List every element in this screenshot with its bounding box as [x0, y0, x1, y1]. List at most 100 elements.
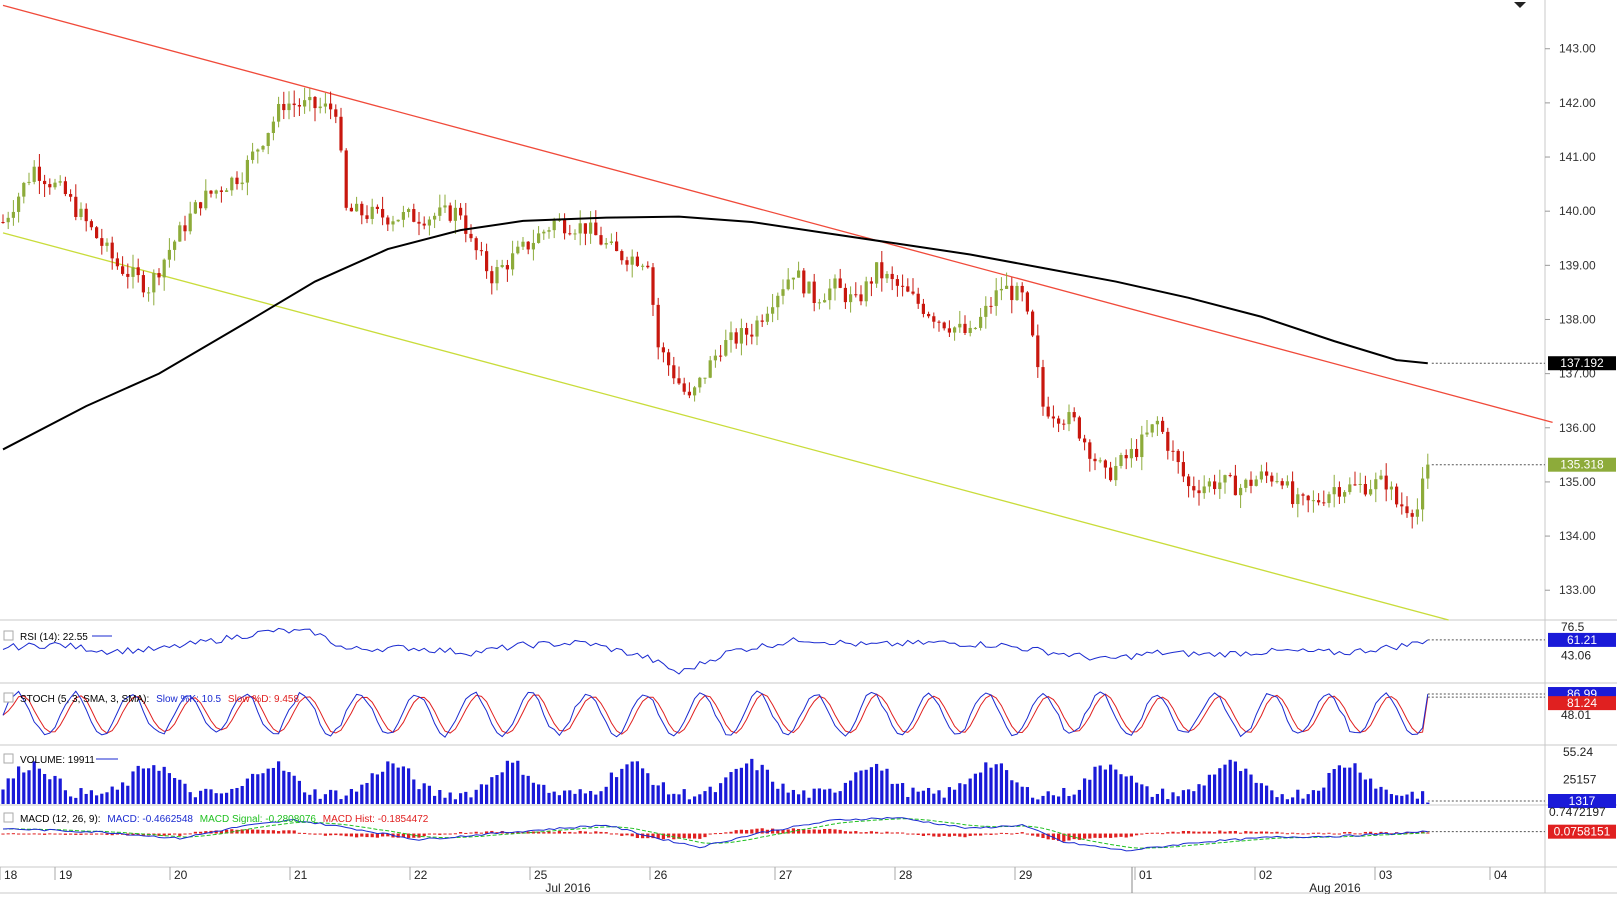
macd-hist-bar — [703, 833, 707, 838]
macd-hist-bar — [1280, 832, 1284, 834]
candle — [417, 221, 421, 224]
volume-bar — [797, 794, 801, 804]
macd-hist-bar — [724, 832, 728, 834]
candle — [849, 294, 853, 303]
candle — [984, 305, 988, 317]
macd-hist-bar — [235, 829, 239, 834]
stoch-k-line — [2, 690, 1429, 738]
candle — [698, 377, 702, 388]
candle — [823, 300, 827, 303]
volume-bar — [833, 792, 837, 804]
candle — [141, 275, 145, 293]
candle — [136, 267, 140, 276]
candle — [734, 332, 738, 344]
candle — [110, 242, 114, 259]
volume-bar — [297, 780, 301, 804]
candle — [620, 251, 624, 261]
volume-bar — [552, 791, 556, 804]
macd-hist-bar — [303, 832, 307, 834]
macd-hist-bar — [1, 833, 5, 835]
volume-bar — [292, 775, 296, 804]
macd-hist-bar — [318, 833, 322, 835]
volume-bar — [890, 783, 894, 804]
macd-hist-bar — [256, 829, 260, 834]
volume-bar — [48, 779, 52, 804]
volume-bar — [412, 779, 416, 804]
volume-bar — [708, 786, 712, 804]
collapse-arrow-icon[interactable] — [1514, 2, 1526, 8]
candle — [641, 265, 645, 267]
candle — [1150, 424, 1154, 433]
candle — [797, 270, 801, 278]
volume-bar — [1213, 774, 1217, 804]
candle — [214, 190, 218, 194]
volume-bar — [568, 790, 572, 804]
volume-bar — [433, 795, 437, 804]
volume-bar — [994, 764, 998, 804]
candle — [1041, 367, 1045, 407]
macd-hist-bar — [745, 830, 749, 834]
macd-hist-bar — [43, 833, 47, 835]
volume-bar — [375, 774, 379, 804]
candle — [1093, 458, 1097, 462]
macd-hist-bar — [58, 833, 62, 835]
macd-hist-bar — [360, 833, 364, 837]
candle — [396, 219, 400, 222]
macd-hist-bar — [1088, 833, 1092, 839]
macd-hist-bar — [1103, 833, 1107, 838]
macd-hist-bar — [708, 833, 712, 835]
candle — [1135, 448, 1139, 458]
macd-hist-bar — [573, 832, 577, 834]
macd-hist-bar — [329, 833, 333, 836]
volume-bar — [1228, 759, 1232, 804]
macd-hist-bar — [297, 832, 301, 834]
volume-bar — [921, 790, 925, 804]
volume-bar — [1176, 796, 1180, 804]
macd-hist-bar — [32, 833, 36, 835]
candle — [17, 196, 21, 212]
candle — [433, 215, 437, 220]
macd-hist-bar — [973, 833, 977, 836]
macd-hist-bar — [661, 833, 665, 840]
volume-bar — [396, 767, 400, 804]
volume-bar — [578, 789, 582, 804]
date-tick-label: 02 — [1259, 868, 1273, 882]
volume-bar — [1161, 788, 1165, 804]
candle — [318, 106, 322, 109]
candle — [1015, 285, 1019, 301]
macd-hist-bar — [890, 832, 894, 834]
candle — [594, 222, 598, 236]
candle — [1098, 460, 1102, 462]
macd-hist-bar — [417, 833, 421, 838]
volume-bar — [1207, 774, 1211, 804]
macd-hist-bar — [609, 833, 613, 835]
volume-bar — [1031, 797, 1035, 804]
candle — [687, 391, 691, 396]
candle — [37, 166, 41, 181]
candle — [245, 159, 249, 183]
macd-hist-bar — [594, 831, 598, 834]
volume-bar — [79, 788, 83, 804]
candle — [126, 273, 130, 277]
candle — [646, 265, 650, 268]
macd-hist-bar — [547, 831, 551, 834]
macd-hist-bar — [69, 833, 73, 835]
volume-bar — [843, 782, 847, 804]
macd-hist-bar — [22, 833, 26, 835]
candle — [1374, 479, 1378, 490]
volume-bar — [204, 788, 208, 804]
volume-bar — [58, 778, 62, 804]
macd-hist-bar — [1098, 833, 1102, 839]
candle — [1072, 412, 1076, 418]
volume-bar — [1114, 769, 1118, 804]
candle — [365, 215, 369, 219]
macd-hist-bar — [459, 832, 463, 834]
volume-bar — [807, 797, 811, 804]
candle — [1077, 417, 1081, 439]
candle — [963, 323, 967, 333]
volume-bar — [1395, 795, 1399, 804]
candle — [838, 278, 842, 288]
candle — [1228, 475, 1232, 477]
candle — [843, 287, 847, 303]
volume-bar — [828, 788, 832, 804]
